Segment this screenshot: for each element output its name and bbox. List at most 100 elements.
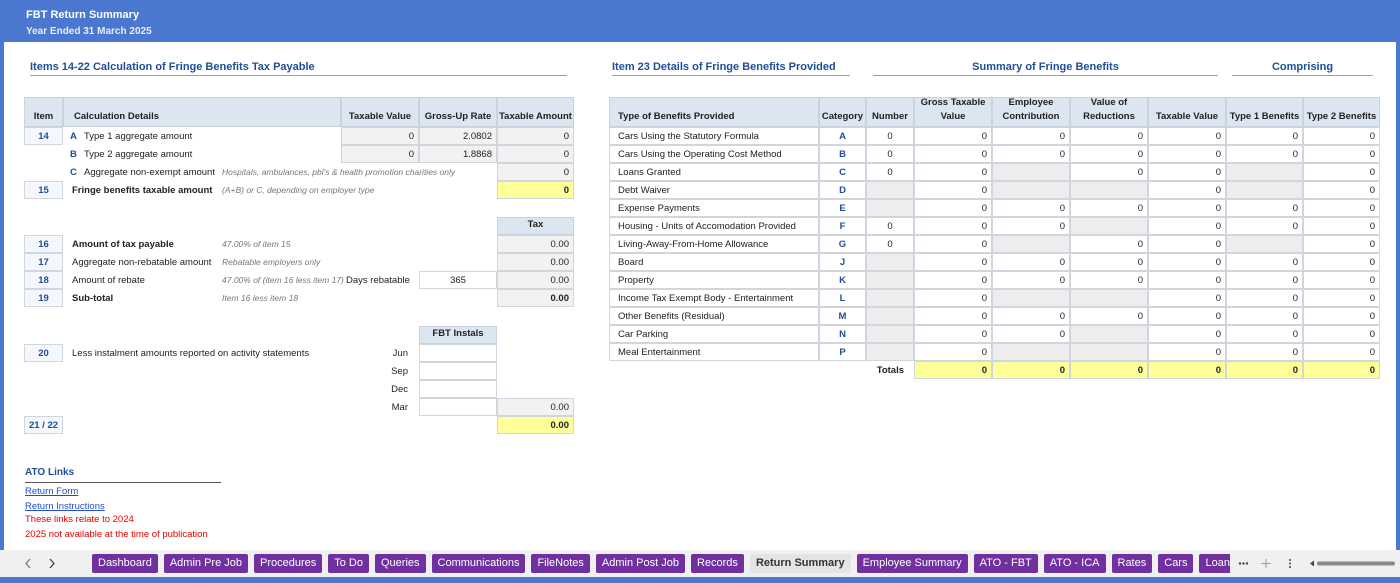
column-header: Item: [24, 97, 63, 127]
benefit-type: Living-Away-From-Home Allowance: [609, 235, 819, 253]
disabled-cell: [866, 325, 914, 343]
taxable-amount: 0: [497, 145, 574, 163]
sheet-tab[interactable]: ATO - FBT: [974, 554, 1038, 573]
section-title: Summary of Fringe Benefits: [873, 61, 1218, 75]
tab-list: Dashboard Admin Pre Job Procedures To Do Que…: [92, 554, 1230, 573]
disabled-cell: [992, 289, 1070, 307]
instalment-input[interactable]: [419, 344, 497, 362]
benefit-value: 0: [1226, 217, 1303, 235]
benefit-value: 0: [1303, 145, 1380, 163]
taxable-value: 0: [341, 127, 419, 145]
tab-scroll-arrows[interactable]: [20, 556, 70, 571]
ato-link[interactable]: Return Instructions: [25, 501, 105, 514]
benefit-value: 0: [914, 343, 992, 361]
instalment-input[interactable]: [419, 380, 497, 398]
sheet-tab[interactable]: To Do: [328, 554, 369, 573]
sheet-tab[interactable]: Dashboard: [92, 554, 158, 573]
sheet-tab[interactable]: Queries: [375, 554, 426, 573]
tab-tools[interactable]: [1232, 554, 1397, 573]
sheet-tab[interactable]: FileNotes: [531, 554, 589, 573]
column-header: Type of Benefits Provided: [609, 97, 819, 127]
item-number: 18: [24, 271, 63, 289]
disabled-cell: [1070, 181, 1148, 199]
benefit-value: 0: [1303, 217, 1380, 235]
sheet: Items 14-22 Calculation of Fringe Benefi…: [4, 42, 1396, 550]
benefit-category: P: [819, 343, 866, 361]
benefit-category: A: [819, 127, 866, 145]
column-header: FBT Instals: [419, 326, 497, 344]
row-note: (A+B) or C, depending on employer type: [218, 181, 498, 199]
sheet-tab[interactable]: Communications: [432, 554, 526, 573]
instalment-total: 0.00: [497, 416, 574, 434]
total-value: 0: [914, 361, 992, 379]
benefit-category: L: [819, 289, 866, 307]
month-label: Dec: [370, 380, 412, 398]
benefit-value: 0: [1303, 253, 1380, 271]
benefit-value: 0: [1226, 343, 1303, 361]
sheet-tab[interactable]: Loans: [1199, 554, 1230, 573]
sheet-tab[interactable]: Admin Post Job: [596, 554, 685, 573]
instalment-input[interactable]: [419, 362, 497, 380]
benefit-value: 0: [1070, 163, 1148, 181]
benefit-value: 0: [1226, 145, 1303, 163]
disabled-cell: [992, 343, 1070, 361]
disabled-cell: [1226, 181, 1303, 199]
total-value: 0: [1226, 361, 1303, 379]
gross-up-rate: 2.0802: [419, 127, 497, 145]
benefit-type: Board: [609, 253, 819, 271]
page-subtitle: Year Ended 31 March 2025: [26, 26, 152, 37]
benefit-value: 0: [1226, 271, 1303, 289]
benefit-value: 0: [914, 307, 992, 325]
instalment-amount: 0.00: [497, 398, 574, 416]
sheet-tab[interactable]: Employee Summary: [857, 554, 968, 573]
links-underline: [25, 482, 221, 483]
disabled-cell: [992, 235, 1070, 253]
item-number: 14: [24, 127, 63, 145]
benefit-value: 0: [914, 325, 992, 343]
row-label: Aggregate non-rebatable amount: [68, 253, 218, 271]
row-note: Rebatable employers only: [218, 253, 418, 271]
row-note: Item 16 less item 18: [218, 289, 418, 307]
benefit-value: 0: [1070, 199, 1148, 217]
benefit-type: Meal Entertainment: [609, 343, 819, 361]
sheet-tab[interactable]: Records: [691, 554, 744, 573]
benefit-value: 0: [1303, 307, 1380, 325]
sheet-tab[interactable]: ATO - ICA: [1044, 554, 1106, 573]
sheet-tab[interactable]: Procedures: [254, 554, 322, 573]
tab-bar: Dashboard Admin Pre Job Procedures To Do Que…: [0, 550, 1400, 577]
input-value: 365: [419, 271, 497, 289]
benefit-value: 0: [914, 217, 992, 235]
benefit-value: 0: [1148, 235, 1226, 253]
benefit-category: E: [819, 199, 866, 217]
benefit-value: 0: [1070, 235, 1148, 253]
section-title: Item 23 Details of Fringe Benefits Provi…: [612, 61, 836, 75]
benefit-value: 0: [1148, 127, 1226, 145]
ato-link[interactable]: Return Form: [25, 486, 78, 499]
benefit-value: 0: [992, 217, 1070, 235]
instalment-input[interactable]: [419, 398, 497, 416]
benefit-type: Cars Using the Operating Cost Method: [609, 145, 819, 163]
benefit-value: 0: [1148, 325, 1226, 343]
benefit-value: 0: [914, 127, 992, 145]
sheet-tab[interactable]: Rates: [1112, 554, 1153, 573]
total-value: 0: [1148, 361, 1226, 379]
disabled-cell: [1070, 289, 1148, 307]
sheet-tab[interactable]: Cars: [1158, 554, 1193, 573]
benefit-category: F: [819, 217, 866, 235]
row-label: Fringe benefits taxable amount: [68, 181, 218, 199]
column-header: Type 1 Benefits: [1226, 97, 1303, 127]
benefit-value: 0: [1070, 145, 1148, 163]
benefit-value: 0: [992, 253, 1070, 271]
benefit-category: G: [819, 235, 866, 253]
sheet-tab[interactable]: Return Summary: [750, 554, 851, 573]
benefit-value: 0: [1148, 163, 1226, 181]
sheet-tab[interactable]: Admin Pre Job: [164, 554, 248, 573]
links-note: 2025 not available at the time of public…: [25, 529, 208, 542]
disabled-cell: [1226, 235, 1303, 253]
tax-amount: 0.00: [497, 235, 574, 253]
item-number: 20: [24, 344, 63, 362]
month-label: Sep: [370, 362, 412, 380]
row-label: Days rebatable: [342, 271, 418, 289]
totals-label: Totals: [866, 361, 908, 379]
column-header: Calculation Details: [63, 97, 341, 127]
